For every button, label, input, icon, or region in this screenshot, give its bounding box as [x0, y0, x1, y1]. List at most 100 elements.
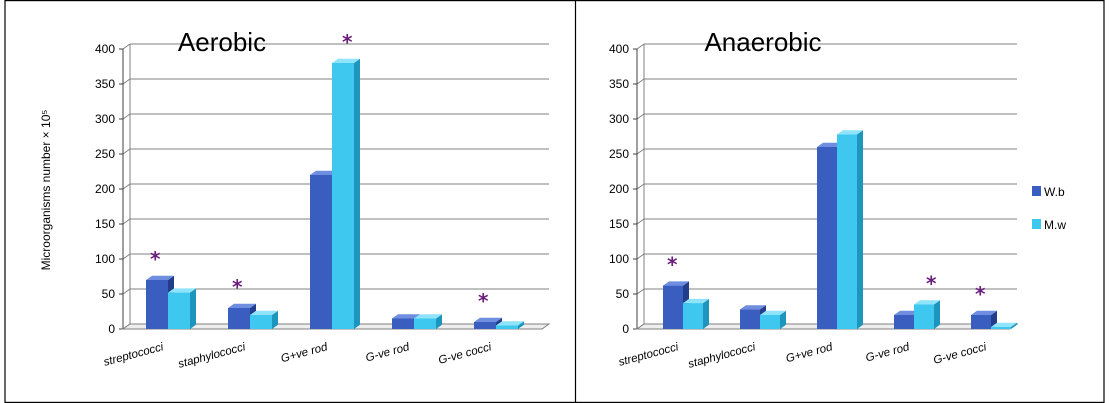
gridline-connector — [636, 288, 645, 295]
aerobic-chart: 0 50 100 150 200 250 300 350 400 streptococci * sta… — [95, 27, 551, 371]
category-label: staphylococci — [687, 341, 757, 371]
bar-top — [683, 298, 709, 304]
bar-front — [310, 175, 332, 329]
bar-top — [914, 300, 940, 305]
significance-star: * — [926, 271, 937, 295]
y-tick-label: 300 — [609, 112, 629, 126]
category-label: streptococci — [617, 341, 680, 369]
gridline-connector — [636, 183, 645, 190]
bar-anaerobic-mw-4 — [991, 322, 1017, 329]
y-tick-label: 0 — [622, 322, 629, 336]
gridline-connector — [122, 183, 131, 190]
bar-aerobic-mw-0 — [168, 288, 196, 329]
bar-anaerobic-mw-2 — [837, 130, 863, 329]
bar-side — [1011, 322, 1017, 329]
y-axis-label: Microorganisms number × 10⁵ — [39, 110, 53, 271]
gridline-connector — [636, 253, 645, 260]
bar-front — [332, 63, 354, 329]
bar-front — [914, 304, 934, 329]
category-label: G+ve rod — [785, 341, 835, 365]
bar-front — [250, 315, 272, 329]
bar-front — [683, 303, 703, 329]
bar-anaerobic-mw-1 — [760, 310, 786, 329]
bar-top — [310, 170, 338, 175]
significance-star: * — [975, 282, 986, 306]
category-label: G-ve rod — [364, 341, 411, 364]
bar-side — [354, 58, 360, 330]
bar-anaerobic-mw-3 — [914, 300, 940, 329]
y-tick-label: 150 — [609, 217, 629, 231]
significance-star: * — [342, 30, 353, 54]
bar-top — [971, 310, 997, 315]
gridline-connector — [122, 148, 131, 155]
anaerobic-chart: 0 50 100 150 200 250 300 350 400 streptococci * sta… — [609, 27, 1019, 371]
gridline-connector — [122, 78, 131, 85]
bar-front — [663, 285, 683, 329]
bar-front — [228, 308, 250, 329]
bar-side — [857, 130, 863, 329]
gridline-connector — [636, 218, 645, 225]
bar-top — [146, 275, 174, 280]
gridline-connector — [122, 43, 131, 50]
bar-side — [518, 321, 524, 329]
category-label: G-ve cocci — [932, 341, 988, 367]
bar-front — [474, 322, 496, 329]
category-label: G+ve rod — [280, 341, 330, 365]
chart-title: Anaerobic — [704, 27, 821, 57]
bar-aerobic-mw-4 — [496, 321, 524, 329]
legend-label-mw: M.w — [1044, 218, 1066, 232]
gridline-connector — [636, 113, 645, 120]
bar-top — [392, 314, 420, 319]
bar-front — [991, 326, 1011, 329]
bar-side — [934, 300, 940, 329]
bar-front — [414, 318, 436, 329]
bar-top — [991, 322, 1017, 327]
category-label: G-ve cocci — [437, 341, 493, 367]
category-label: G-ve rod — [864, 341, 911, 364]
significance-star: * — [478, 289, 489, 313]
legend-swatch-mw — [1032, 219, 1041, 229]
bar-top — [496, 321, 524, 326]
significance-star: * — [667, 252, 678, 276]
y-tick-label: 400 — [95, 42, 115, 56]
y-tick-label: 100 — [609, 252, 629, 266]
y-tick-label: 350 — [95, 77, 115, 91]
bar-aerobic-mw-2 — [332, 58, 360, 330]
bar-side — [272, 310, 278, 329]
significance-star: * — [150, 247, 161, 271]
bar-front — [837, 134, 857, 329]
y-tick-label: 350 — [609, 77, 629, 91]
bar-front — [894, 315, 914, 329]
y-tick-label: 0 — [108, 322, 115, 336]
bar-front — [971, 315, 991, 329]
bar-top — [894, 310, 920, 315]
figure-frame — [4, 0, 1105, 403]
gridline-connector — [122, 253, 131, 260]
y-tick-label: 300 — [95, 112, 115, 126]
y-tick-label: 200 — [95, 182, 115, 196]
bar-top — [837, 130, 863, 135]
legend-item-mw: M.w — [1032, 218, 1066, 232]
category-label: staphylococci — [177, 341, 247, 371]
bar-top — [663, 281, 689, 286]
y-tick-label: 100 — [95, 252, 115, 266]
bar-top — [228, 303, 256, 308]
bar-top — [817, 142, 843, 147]
bar-front — [146, 280, 168, 329]
chart-title: Aerobic — [178, 27, 266, 57]
gridline-connector — [122, 218, 131, 225]
y-tick-label: 400 — [609, 42, 629, 56]
bar-front — [760, 315, 780, 329]
bar-front — [817, 147, 837, 329]
category-label: streptococci — [102, 341, 165, 369]
bar-front — [496, 325, 518, 329]
bar-side — [436, 314, 442, 329]
bar-top — [332, 58, 360, 63]
y-tick-label: 200 — [609, 182, 629, 196]
y-tick-label: 150 — [95, 217, 115, 231]
bar-side — [190, 288, 196, 329]
gridline-connector — [636, 148, 645, 155]
bar-front — [740, 309, 760, 329]
bar-aerobic-mw-3 — [414, 314, 442, 329]
bar-anaerobic-mw-0 — [683, 298, 709, 329]
